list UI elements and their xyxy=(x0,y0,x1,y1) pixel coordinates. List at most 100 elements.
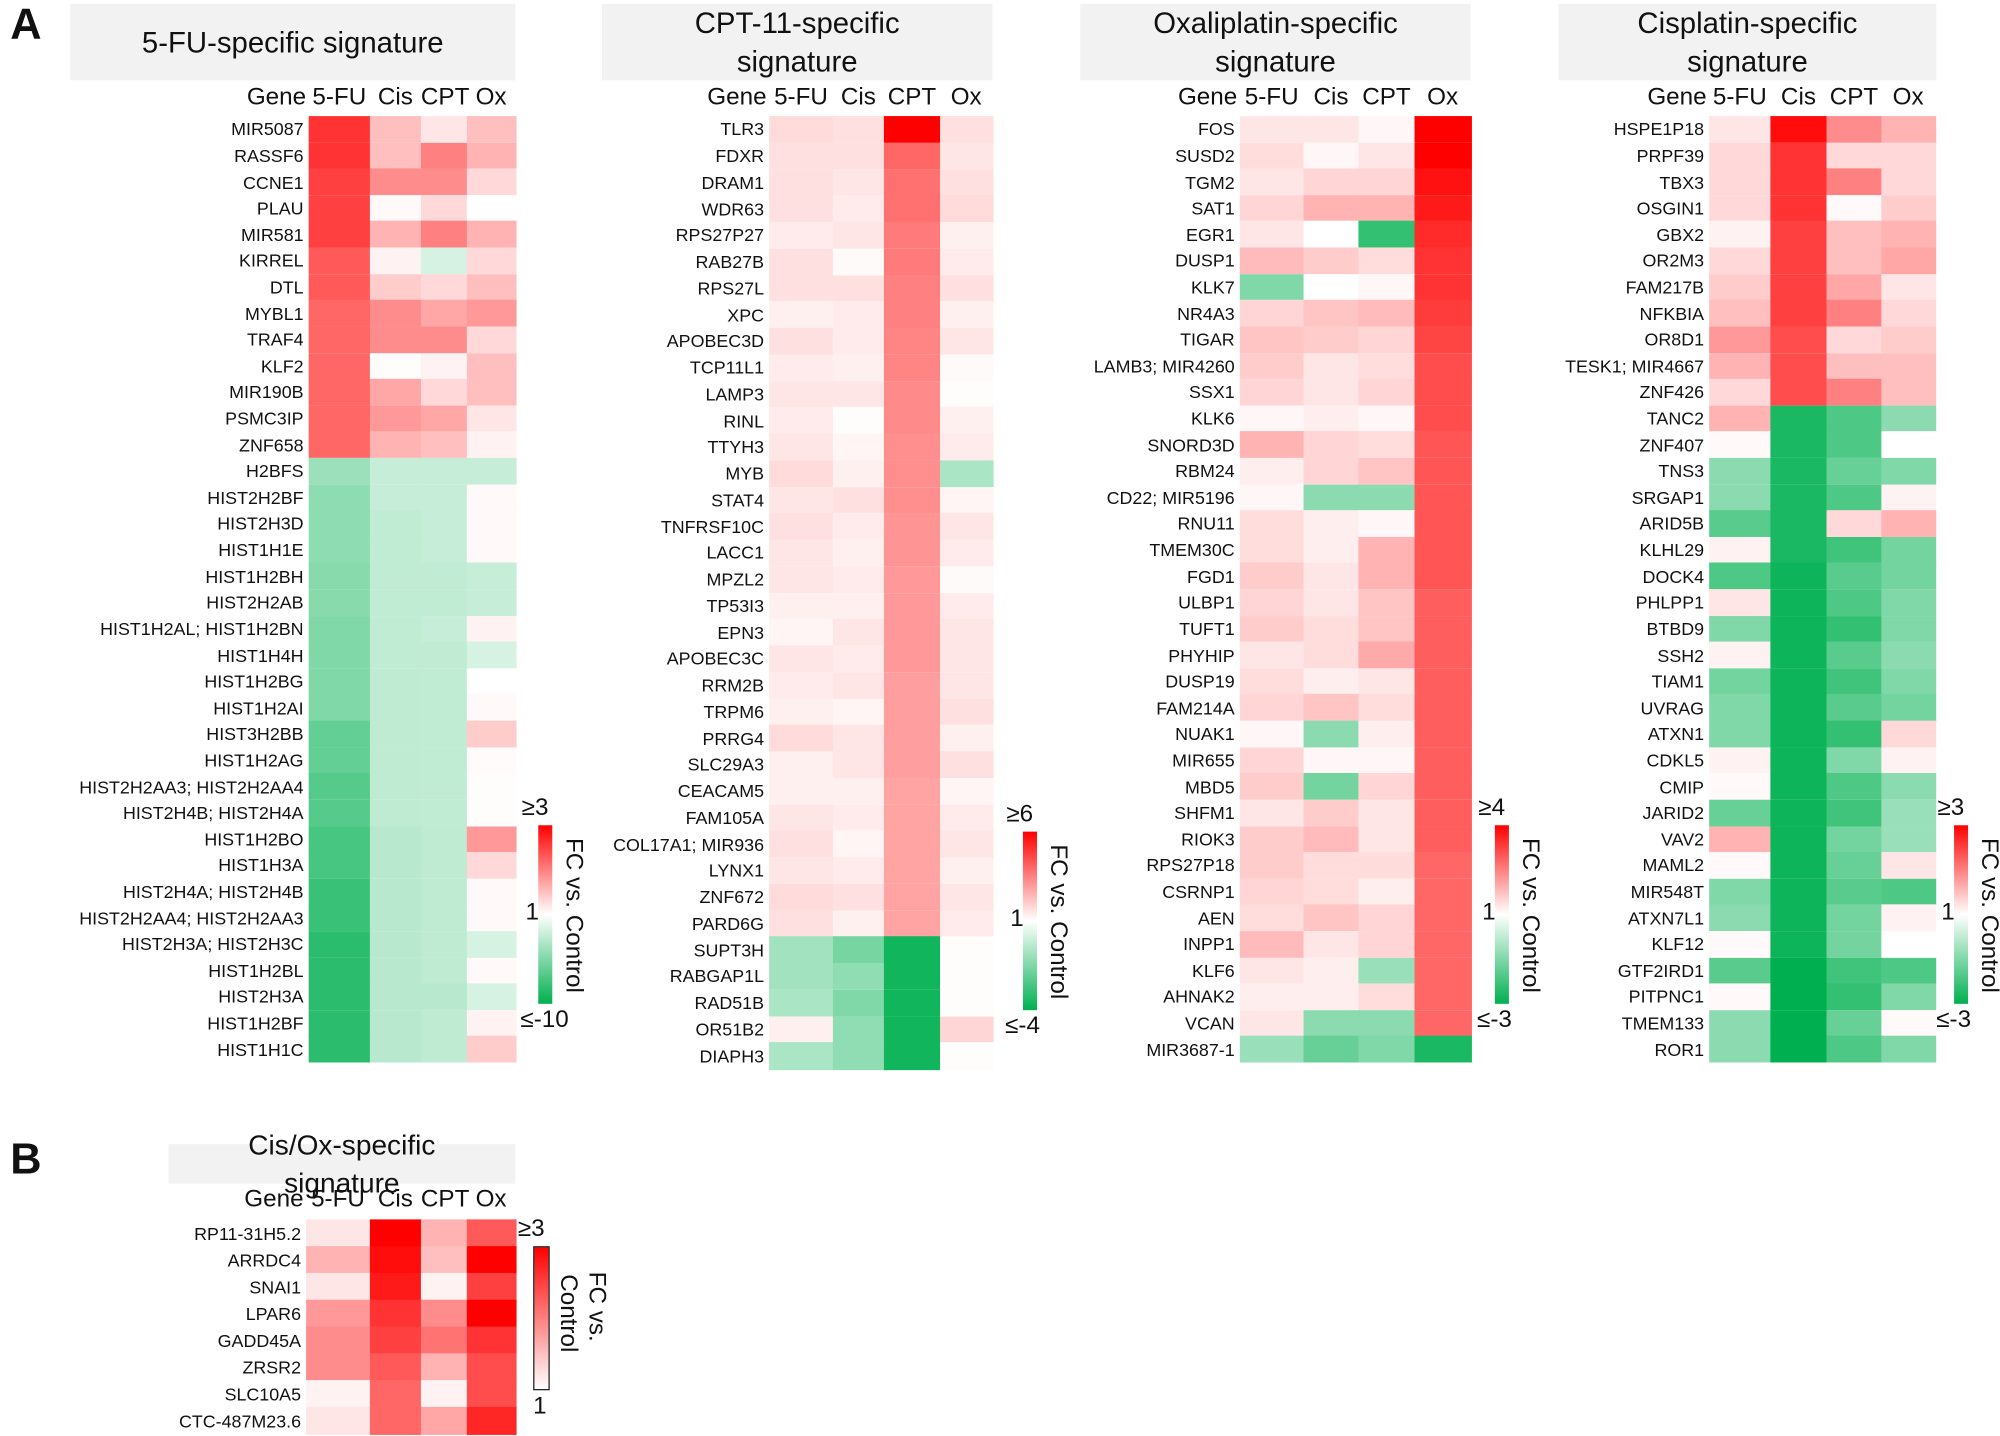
heatmap-cell xyxy=(420,1406,468,1435)
heatmap-cell xyxy=(369,773,422,801)
heatmap-cell xyxy=(369,1406,422,1435)
heatmap-cell xyxy=(369,326,422,354)
gene-label: SRGAP1 xyxy=(1631,487,1705,508)
heatmap-cell xyxy=(1358,562,1416,590)
heatmap-cell xyxy=(1239,641,1305,669)
heatmap-cell xyxy=(420,221,468,249)
heatmap-cell xyxy=(308,589,371,617)
heatmap-cell xyxy=(420,1272,468,1301)
heatmap-cell xyxy=(883,274,941,302)
heatmap-cell xyxy=(369,273,422,301)
heatmap-cell xyxy=(466,878,516,906)
heatmap-cell xyxy=(1414,405,1472,433)
gene-label: SNAI1 xyxy=(249,1276,302,1297)
column-header-5fu: 5-FU xyxy=(312,84,367,111)
heatmap-cell xyxy=(369,247,422,275)
heatmap-cell xyxy=(1770,878,1828,906)
color-scale-bar xyxy=(538,825,553,1004)
heatmap-cell xyxy=(1709,720,1772,748)
legend-min-label: ≤-3 xyxy=(1477,1006,1512,1034)
heatmap-cell xyxy=(308,773,371,801)
gene-label: ARRDC4 xyxy=(227,1249,302,1270)
heatmap-cell xyxy=(1239,562,1305,590)
heatmap-cell xyxy=(420,957,468,985)
heatmap-cell xyxy=(883,433,941,461)
heatmap-cell xyxy=(883,645,941,673)
heatmap-cell xyxy=(1303,221,1360,249)
heatmap-cell xyxy=(1709,457,1772,485)
heatmap-cell xyxy=(1826,142,1883,170)
heatmap-cell xyxy=(1358,589,1416,617)
heatmap-cell xyxy=(1709,1009,1772,1037)
heatmap-cell xyxy=(1239,957,1305,985)
heatmap-cell xyxy=(1239,326,1305,354)
heatmap-cell xyxy=(1826,641,1883,669)
heatmap-cell xyxy=(466,378,516,406)
heatmap-cell xyxy=(1358,116,1416,143)
heatmap-cell xyxy=(1358,221,1416,249)
heatmap-cell xyxy=(1881,300,1936,328)
heatmap-cell xyxy=(1239,378,1305,406)
gene-label: DUSP1 xyxy=(1175,250,1235,271)
heatmap-cell xyxy=(883,910,941,938)
gene-label: CD22; MIR5196 xyxy=(1106,487,1235,508)
heatmap-cell xyxy=(1770,378,1828,406)
heatmap-cell xyxy=(832,963,885,991)
heatmap-cell xyxy=(308,799,371,827)
heatmap-cell xyxy=(769,486,834,514)
heatmap-cell xyxy=(306,1272,371,1301)
heatmap-title: 5-FU-specific signature xyxy=(70,3,516,81)
heatmap-cell xyxy=(1709,1036,1772,1064)
heatmap-cell xyxy=(1303,641,1360,669)
heatmap-cell xyxy=(1709,773,1772,801)
gene-label: DUSP19 xyxy=(1165,671,1235,692)
heatmap-cell xyxy=(1770,536,1828,564)
heatmap-cell xyxy=(1881,904,1936,932)
gene-label: LAMB3; MIR4260 xyxy=(1093,355,1235,377)
heatmap-cell xyxy=(940,169,993,197)
heatmap-cell xyxy=(883,804,941,832)
heatmap-title: CPT-11-specific signature xyxy=(602,3,993,81)
heatmap-cell xyxy=(1239,720,1305,748)
heatmap-cell xyxy=(1709,931,1772,958)
heatmap-cell xyxy=(1770,221,1828,249)
gene-label: HIST2H4A; HIST2H4B xyxy=(122,881,304,902)
gene-label: FOS xyxy=(1197,119,1235,140)
gene-label: RPS27P18 xyxy=(1146,855,1235,876)
heatmap-cell xyxy=(1303,694,1360,722)
gene-label: CDKL5 xyxy=(1646,749,1705,771)
gene-label: RPS27P27 xyxy=(675,224,765,246)
heatmap-cell xyxy=(1303,878,1360,906)
gene-label: ATXN1 xyxy=(1647,723,1705,745)
heatmap-cell xyxy=(769,301,834,329)
heatmap-cell xyxy=(1881,273,1936,301)
heatmap-cell xyxy=(1770,720,1828,748)
heatmap-cell xyxy=(883,142,941,170)
heatmap-cell xyxy=(1414,1036,1472,1064)
heatmap-cell xyxy=(1770,273,1828,301)
heatmap-cell xyxy=(883,407,941,435)
gene-label: ZNF407 xyxy=(1639,434,1705,455)
heatmap-cell xyxy=(369,405,422,433)
heatmap-cell xyxy=(1303,1036,1360,1064)
heatmap-cell xyxy=(832,751,885,779)
gene-label: TBX3 xyxy=(1659,171,1705,192)
heatmap-cell xyxy=(940,327,993,355)
heatmap-cell xyxy=(1414,589,1472,617)
gene-label: OSGIN1 xyxy=(1636,197,1705,219)
heatmap-cell xyxy=(1709,510,1772,538)
heatmap-cell xyxy=(308,983,371,1011)
heatmap-cell xyxy=(769,1042,834,1070)
heatmap-cell xyxy=(420,852,468,880)
heatmap-cell xyxy=(1239,904,1305,932)
gene-label: TIAM1 xyxy=(1651,671,1705,692)
heatmap-cell xyxy=(1414,852,1472,880)
heatmap-cell xyxy=(1770,352,1828,380)
heatmap-cell xyxy=(1826,852,1883,880)
heatmap-cell xyxy=(466,773,516,801)
heatmap-cell xyxy=(1303,168,1360,196)
heatmap-cell xyxy=(832,221,885,250)
gene-label: MIR548T xyxy=(1630,881,1705,902)
heatmap-cell xyxy=(1358,825,1416,853)
heatmap-cell xyxy=(883,169,941,197)
